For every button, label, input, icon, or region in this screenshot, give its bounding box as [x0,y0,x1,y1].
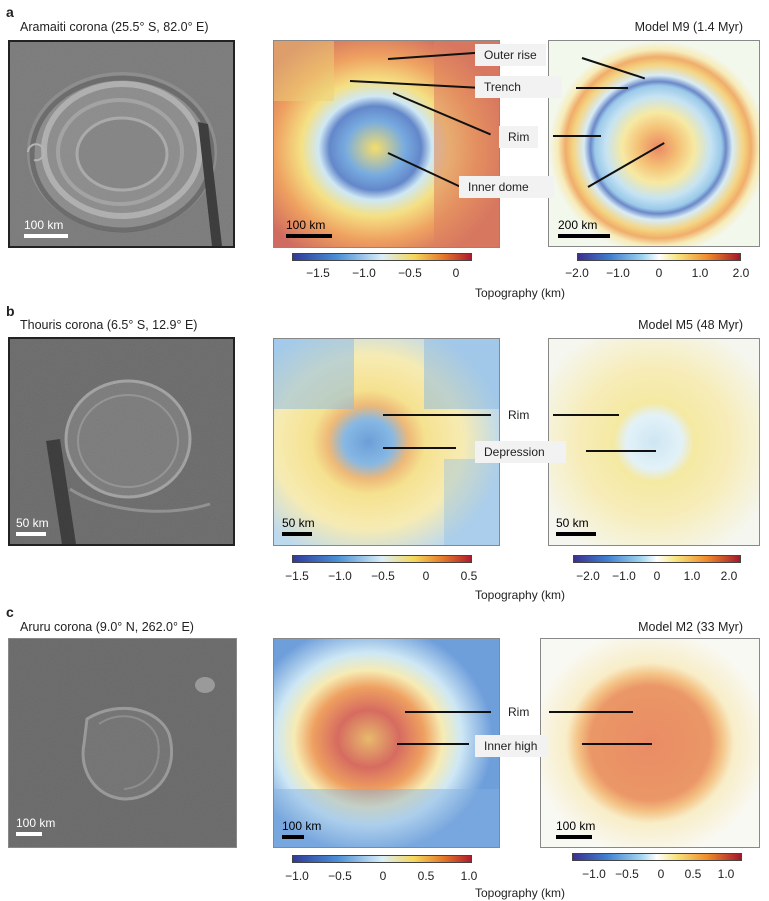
panel-letter: b [6,303,15,319]
leader-line [405,711,491,713]
topography-map [273,338,500,546]
model-map [548,338,760,546]
callout-label: Trench [476,77,561,97]
callout-label: Depression [476,442,565,462]
leader-line [582,743,652,745]
corona-title: Thouris corona (6.5° S, 12.9° E) [20,318,198,332]
panel-letter: a [6,4,14,20]
colorbar-title: Topography (km) [474,286,566,300]
callout-label: Inner dome [460,177,553,197]
model-map [548,40,760,247]
colorbar-title: Topography (km) [474,588,566,602]
model-title: Model M9 (1.4 Myr) [634,20,743,34]
radar-image [8,40,235,248]
corona-title: Aruru corona (9.0° N, 262.0° E) [20,620,194,634]
radar-image [8,337,235,546]
leader-line [576,87,628,89]
leader-line [549,711,633,713]
callout-label: Rim [500,702,538,722]
callout-label: Inner high [476,736,548,756]
callout-label: Rim [500,127,538,147]
radar-image [8,638,237,848]
leader-line [383,447,456,449]
panel-letter: c [6,604,14,620]
model-title: Model M5 (48 Myr) [638,318,743,332]
leader-line [586,450,656,452]
colorbar-title: Topography (km) [474,886,566,900]
topography-map [273,40,500,248]
model-title: Model M2 (33 Myr) [638,620,743,634]
callout-label: Rim [500,405,538,425]
leader-line [553,135,601,137]
callout-label: Outer rise [476,45,545,65]
leader-line [553,414,619,416]
corona-title: Aramaiti corona (25.5° S, 82.0° E) [20,20,209,34]
leader-line [397,743,469,745]
leader-line [383,414,491,416]
